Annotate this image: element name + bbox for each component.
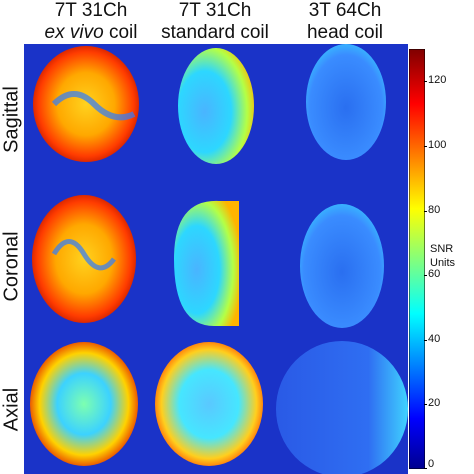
- column-header-line2: ex vivo coil: [26, 22, 156, 44]
- colorbar-tick-label: 80: [428, 203, 441, 216]
- axial-ex-vivo-image: [30, 342, 138, 466]
- sagittal-3t-image: [306, 44, 386, 160]
- sagittal-standard-image: [178, 48, 254, 164]
- colorbar-gradient: [409, 49, 425, 469]
- colorbar-tick-mark: [424, 339, 427, 341]
- colorbar-tick-label: 120: [428, 74, 447, 87]
- italic-text: ex vivo: [44, 22, 104, 43]
- snr-map-panel: [24, 44, 408, 474]
- coronal-standard-image: [174, 200, 239, 326]
- column-header-ex-vivo: 7T 31Ch ex vivo coil: [26, 0, 156, 44]
- column-header-line1: 7T 31Ch: [54, 0, 128, 21]
- column-header-line1: 7T 31Ch: [178, 0, 252, 21]
- colorbar-tick-label: 20: [428, 397, 441, 410]
- colorbar-tick-mark: [424, 210, 427, 212]
- coronal-ex-vivo-image: [32, 195, 136, 323]
- colorbar-label: SNR Units: [430, 242, 455, 270]
- plain-text: coil: [103, 22, 138, 43]
- sagittal-ex-vivo-image: [33, 46, 139, 162]
- colorbar-tick-label: 0: [428, 458, 435, 470]
- coronal-ex-vivo-detail: [51, 239, 116, 271]
- colorbar-tick-mark: [424, 468, 427, 469]
- column-header-line2: standard coil: [161, 22, 269, 43]
- coronal-3t-image: [300, 204, 384, 328]
- colorbar-tick-mark: [424, 404, 427, 406]
- colorbar-tick-mark: [424, 81, 427, 83]
- row-label-axial: Axial: [0, 387, 23, 432]
- axial-standard-image: [155, 342, 263, 466]
- colorbar-tick-mark: [424, 275, 427, 277]
- sagittal-ex-vivo-detail: [51, 91, 136, 121]
- column-header-3t: 3T 64Ch head coil: [280, 0, 410, 44]
- colorbar-tick-mark: [424, 145, 427, 147]
- colorbar-tick-label: 100: [428, 138, 447, 151]
- colorbar-tick-label: 60: [428, 268, 441, 281]
- row-label-sagittal: Sagittal: [0, 86, 23, 153]
- column-header-line1: 3T 64Ch: [308, 0, 382, 21]
- colorbar: [409, 49, 425, 469]
- axial-3t-image: [276, 341, 408, 474]
- colorbar-label-line1: SNR: [430, 243, 454, 255]
- column-header-standard: 7T 31Ch standard coil: [150, 0, 280, 44]
- row-label-coronal: Coronal: [0, 231, 23, 302]
- column-header-line2: head coil: [306, 22, 384, 43]
- colorbar-tick-label: 40: [428, 332, 441, 345]
- colorbar-label-line2: Units: [430, 257, 456, 269]
